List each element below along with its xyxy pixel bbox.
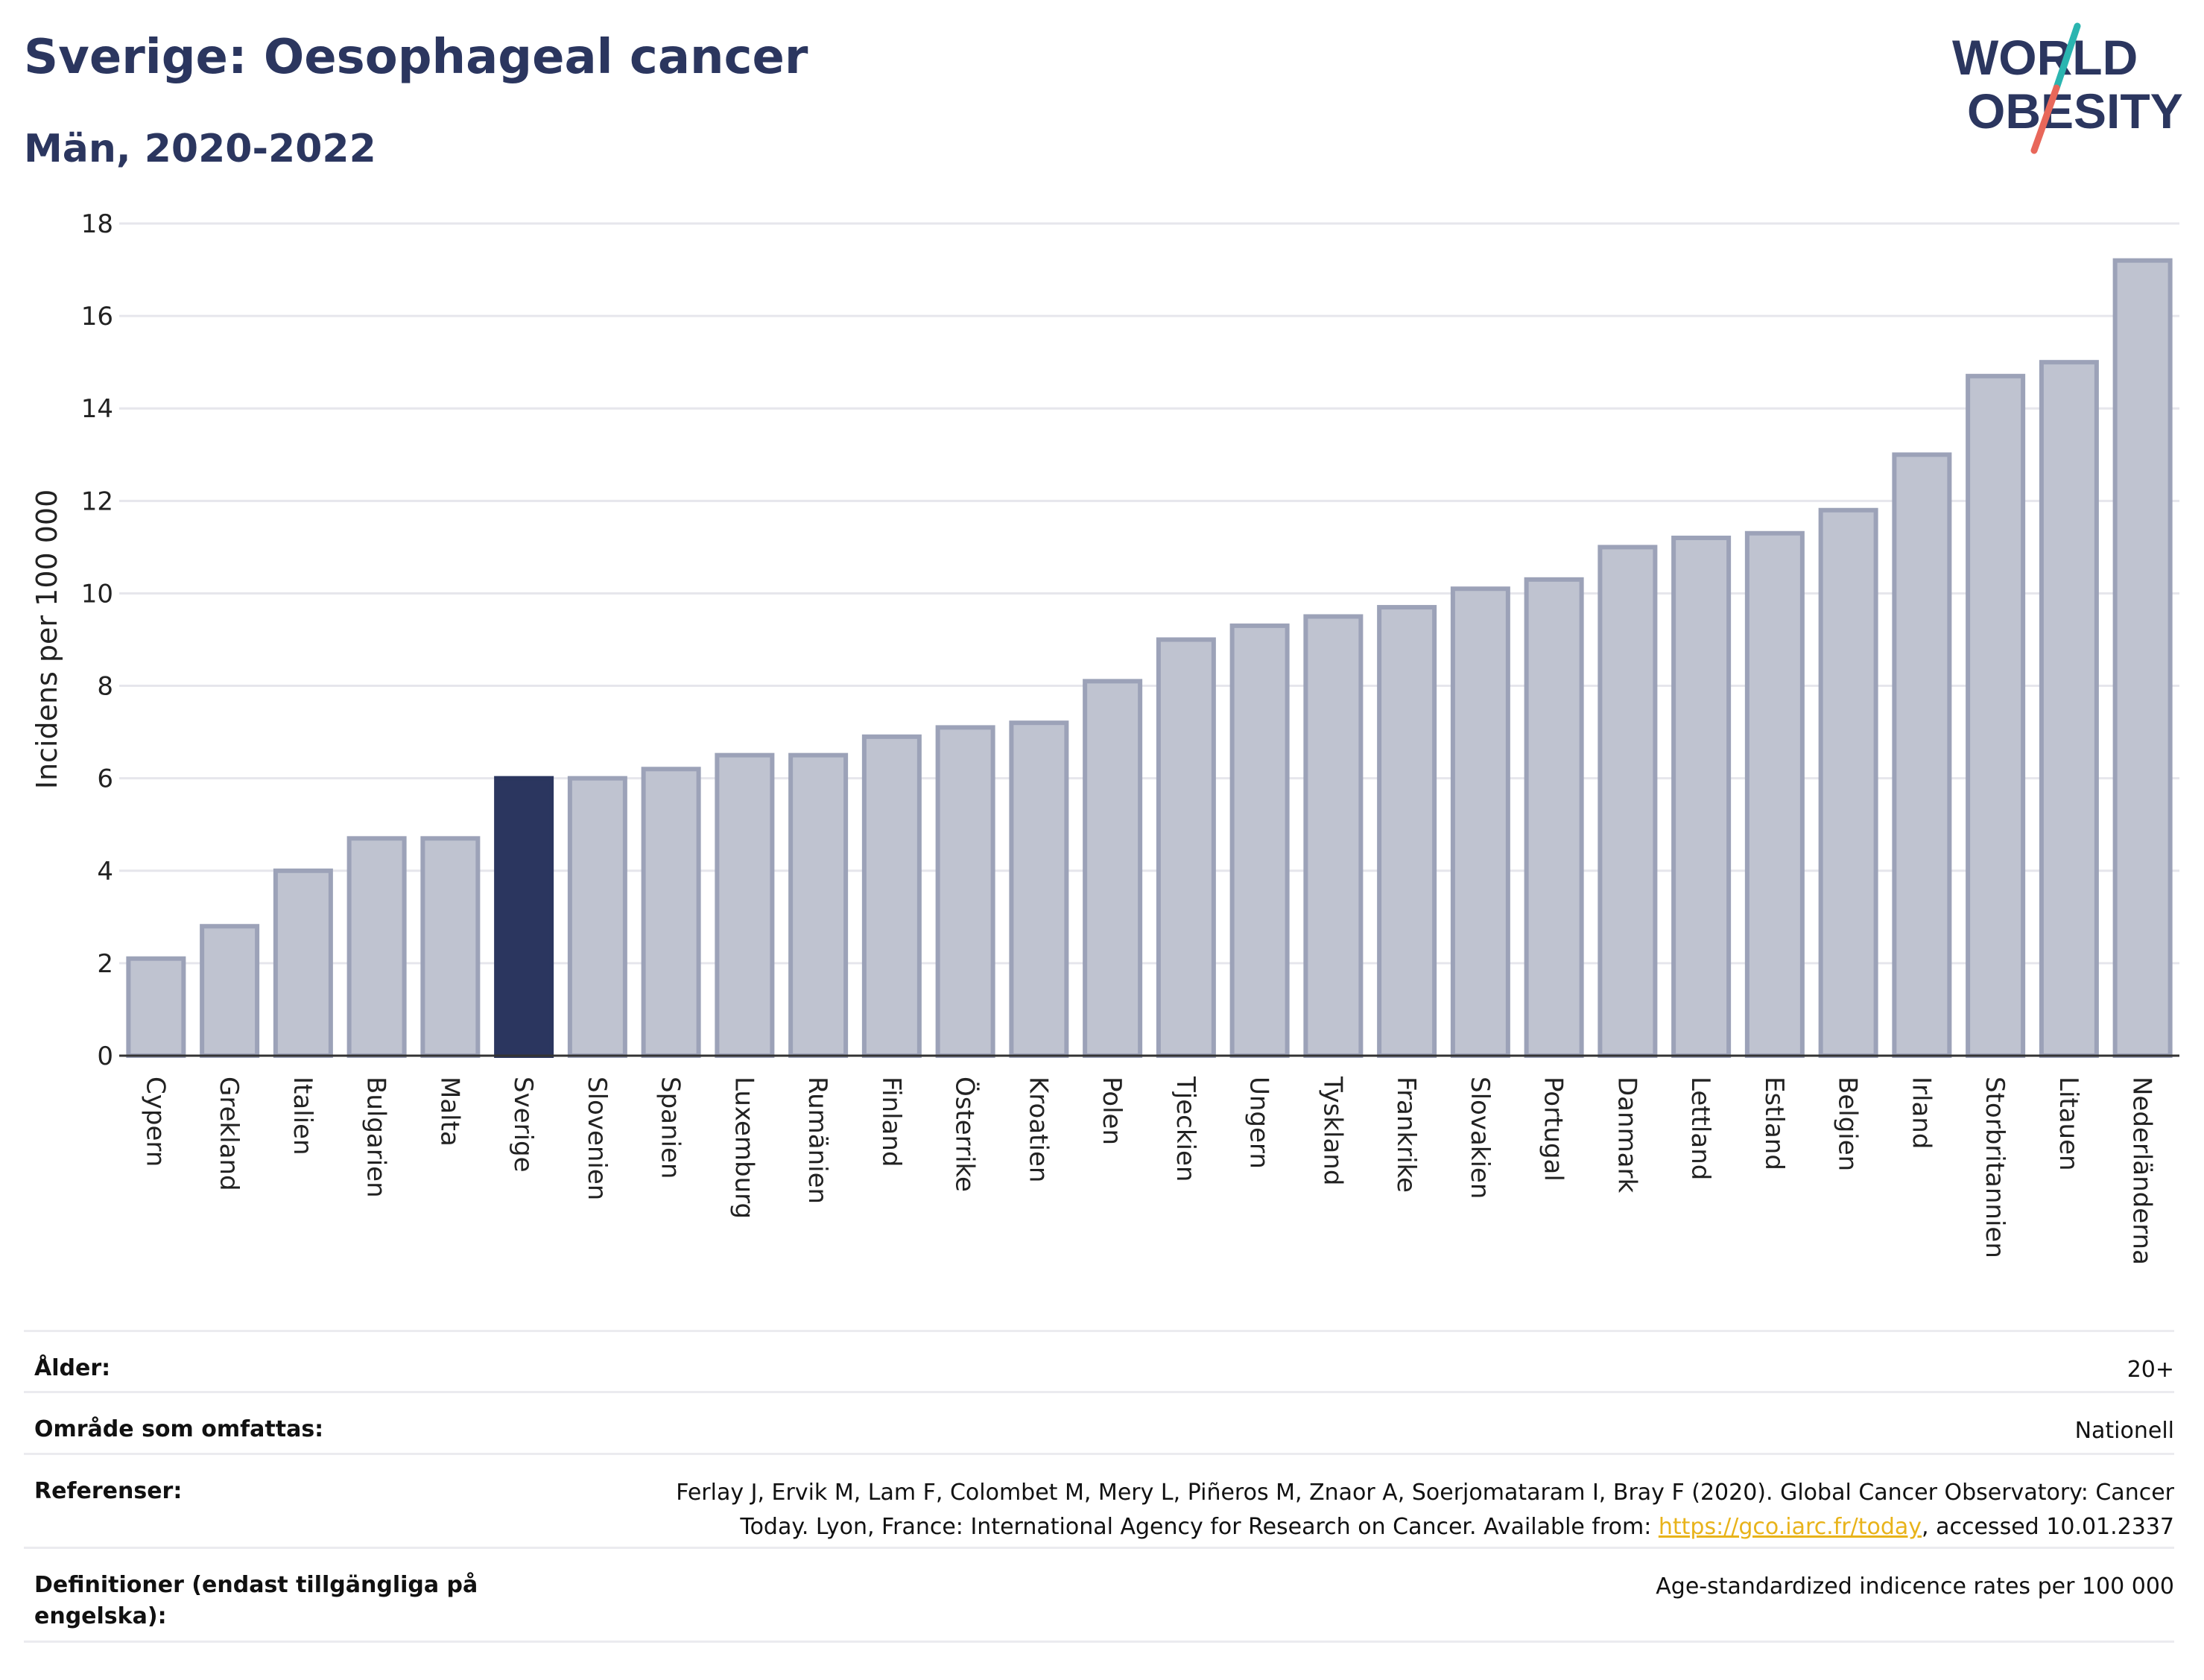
x-tick-label: Finland: [876, 1077, 906, 1167]
bars: [126, 258, 2173, 1059]
bar-nederländerna[interactable]: [2112, 258, 2173, 1059]
references-label: Referenser:: [34, 1478, 183, 1504]
y-tick-label: 4: [97, 857, 113, 887]
bar-slovakien[interactable]: [1450, 586, 1510, 1058]
x-tick-label: Österrike: [950, 1077, 981, 1192]
x-axis-labels: Cypern Grekland Italien Bulgarien Malta Sveri…: [140, 1076, 2156, 1265]
logo-slash-top: [2053, 22, 2081, 92]
bar-estland[interactable]: [1744, 530, 1805, 1058]
x-tick-label: Slovakien: [1465, 1077, 1495, 1199]
references-accessed: , accessed 10.01.2337: [1922, 1514, 2174, 1540]
definitions-value: Age-standardized indicence rates per 100…: [1656, 1573, 2174, 1600]
bar-danmark[interactable]: [1597, 545, 1658, 1058]
meta-row-area: Område som omfattas: Nationell: [24, 1391, 2174, 1453]
y-tick-label: 6: [97, 764, 113, 794]
x-tick-label: Litauen: [2053, 1077, 2083, 1171]
bar-österrike[interactable]: [935, 725, 995, 1059]
bar-malta[interactable]: [420, 836, 481, 1058]
logo-line2: OBESITY: [1967, 83, 2183, 139]
bar-italien[interactable]: [273, 868, 333, 1059]
bar-grekland[interactable]: [200, 924, 260, 1058]
meta-bottom-divider: [24, 1641, 2174, 1643]
x-tick-label: Storbritannien: [1980, 1077, 2010, 1258]
bar-bulgarien[interactable]: [346, 836, 407, 1058]
x-tick-label: Italien: [288, 1077, 317, 1156]
x-tick-label: Malta: [434, 1077, 464, 1147]
references-line2-text: Today. Lyon, France: International Agenc…: [740, 1514, 1659, 1540]
y-tick-label: 2: [97, 949, 113, 979]
meta-row-references: Referenser: Ferlay J, Ervik M, Lam F, Co…: [24, 1453, 2174, 1547]
y-tick-label: 12: [81, 486, 113, 516]
x-tick-label: Grekland: [214, 1077, 244, 1191]
x-tick-label: Frankrike: [1391, 1077, 1421, 1193]
x-tick-label: Lettland: [1685, 1077, 1715, 1180]
age-label: Ålder:: [34, 1355, 111, 1381]
x-tick-label: Kroatien: [1023, 1077, 1053, 1182]
logo-line1: WORLD: [1952, 30, 2138, 85]
x-tick-label: Danmark: [1612, 1077, 1641, 1193]
bar-kroatien[interactable]: [1009, 720, 1069, 1058]
x-tick-label: Portugal: [1539, 1077, 1568, 1182]
x-tick-label: Cypern: [140, 1077, 170, 1167]
y-tick-label: 10: [81, 579, 113, 609]
logo-slash-bottom: [2030, 84, 2060, 154]
meta-row-age: Ålder: 20+: [24, 1330, 2174, 1392]
x-tick-label: Belgien: [1833, 1077, 1863, 1171]
y-tick-label: 14: [81, 394, 113, 424]
bar-lettland[interactable]: [1671, 535, 1732, 1058]
chart-title: Sverige: Oesophageal cancer: [24, 30, 808, 85]
y-tick-label: 16: [81, 302, 113, 332]
x-tick-label: Nederländerna: [2127, 1077, 2157, 1265]
bar-tyskland[interactable]: [1303, 614, 1364, 1058]
references-line1: Ferlay J, Ervik M, Lam F, Colombet M, Me…: [676, 1480, 2174, 1506]
bar-polen[interactable]: [1083, 679, 1143, 1058]
bar-slovenien[interactable]: [567, 776, 627, 1058]
bar-storbritannien[interactable]: [1966, 373, 2026, 1058]
bar-belgien[interactable]: [1818, 507, 1878, 1058]
x-tick-label: Tyskland: [1317, 1076, 1347, 1185]
bar-tjeckien[interactable]: [1156, 637, 1216, 1058]
bar-chart: 0 2 4 6 8 10 12 14 16 18 Cypern Grekland Italien Bul…: [31, 209, 2179, 1265]
x-tick-label: Estland: [1759, 1077, 1789, 1170]
bar-ungern[interactable]: [1229, 623, 1290, 1058]
y-axis-label: Incidens per 100 000: [31, 489, 63, 790]
bar-frankrike[interactable]: [1377, 605, 1437, 1058]
x-tick-label: Spanien: [656, 1077, 685, 1179]
age-value: 20+: [2127, 1357, 2174, 1383]
references-value: Ferlay J, Ervik M, Lam F, Colombet M, Me…: [460, 1476, 2174, 1544]
bar-luxemburg[interactable]: [715, 752, 775, 1059]
x-tick-label: Luxemburg: [729, 1077, 759, 1219]
bar-portugal[interactable]: [1524, 577, 1584, 1058]
bar-litauen[interactable]: [2039, 360, 2099, 1058]
area-value: Nationell: [2074, 1418, 2174, 1444]
x-tick-label: Ungern: [1244, 1077, 1274, 1169]
x-tick-label: Rumänien: [802, 1077, 832, 1204]
x-tick-label: Sverige: [508, 1077, 538, 1173]
area-label: Område som omfattas:: [34, 1416, 324, 1442]
chart-subtitle: Män, 2020-2022: [24, 127, 376, 171]
world-obesity-logo: WORLD OBESITY: [1952, 22, 2183, 154]
definitions-label: Definitioner (endast tillgängliga på eng…: [34, 1572, 478, 1629]
bar-sverige[interactable]: [494, 776, 554, 1058]
y-tick-label: 8: [97, 672, 113, 702]
references-link[interactable]: https://gco.iarc.fr/today: [1658, 1514, 1922, 1540]
y-axis-ticks: 0 2 4 6 8 10 12 14 16 18: [81, 209, 113, 1071]
bar-spanien[interactable]: [641, 767, 701, 1059]
x-tick-label: Tjeckien: [1171, 1076, 1200, 1182]
references-line2: Today. Lyon, France: International Agenc…: [460, 1510, 2174, 1544]
x-tick-label: Bulgarien: [361, 1077, 391, 1198]
x-tick-label: Irland: [1906, 1077, 1936, 1149]
meta-row-definitions: Definitioner (endast tillgängliga på eng…: [24, 1547, 2174, 1641]
x-tick-label: Slovenien: [582, 1077, 612, 1200]
x-tick-label: Polen: [1097, 1077, 1127, 1145]
y-tick-label: 0: [97, 1042, 113, 1071]
y-tick-label: 18: [81, 209, 113, 239]
bar-rumänien[interactable]: [788, 752, 849, 1059]
bar-irland[interactable]: [1892, 452, 1952, 1058]
bar-finland[interactable]: [861, 734, 922, 1058]
bar-cypern[interactable]: [126, 956, 186, 1059]
